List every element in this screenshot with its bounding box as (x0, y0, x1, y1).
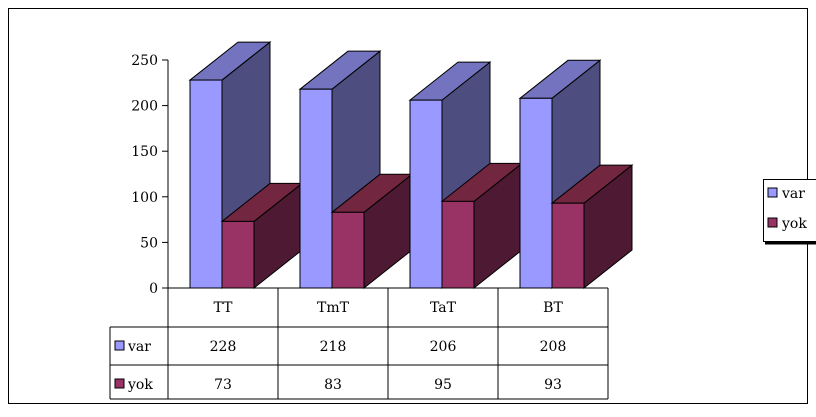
bar-front-face (552, 203, 584, 288)
data-label-var: 208 (540, 339, 567, 355)
y-tick-label: 250 (131, 53, 158, 69)
bar-front-face (410, 100, 442, 288)
y-tick-label: 0 (149, 281, 158, 297)
legend-key-var (768, 188, 777, 197)
bar-front-face (300, 89, 332, 288)
bar-front-face (332, 212, 364, 288)
data-label-var: 218 (320, 339, 347, 355)
legend-key-yok (768, 218, 777, 227)
bar-front-face (520, 98, 552, 288)
bar-front-face (442, 201, 474, 288)
y-tick-label: 50 (140, 235, 158, 251)
legend-label-var: var (781, 186, 805, 202)
data-label-yok: 73 (214, 377, 232, 393)
x-tick-label: TmT (317, 300, 350, 316)
table-series-label: var (127, 339, 151, 355)
y-tick-label: 100 (131, 190, 158, 206)
data-label-yok: 93 (544, 377, 562, 393)
x-tick-label: BT (543, 300, 563, 316)
table-key-yok (115, 379, 124, 388)
y-tick-label: 200 (131, 99, 158, 115)
data-label-var: 228 (210, 339, 237, 355)
table-series-label: yok (127, 377, 153, 393)
y-tick-label: 150 (131, 144, 158, 160)
data-label-yok: 83 (324, 377, 342, 393)
legend-label-yok: yok (781, 216, 807, 232)
data-label-var: 206 (430, 339, 457, 355)
x-tick-label: TaT (430, 300, 457, 316)
bar-front-face (222, 221, 254, 288)
bar-front-face (190, 80, 222, 288)
x-tick-label: TT (214, 300, 234, 316)
data-label-yok: 95 (434, 377, 452, 393)
table-key-var (115, 341, 124, 350)
